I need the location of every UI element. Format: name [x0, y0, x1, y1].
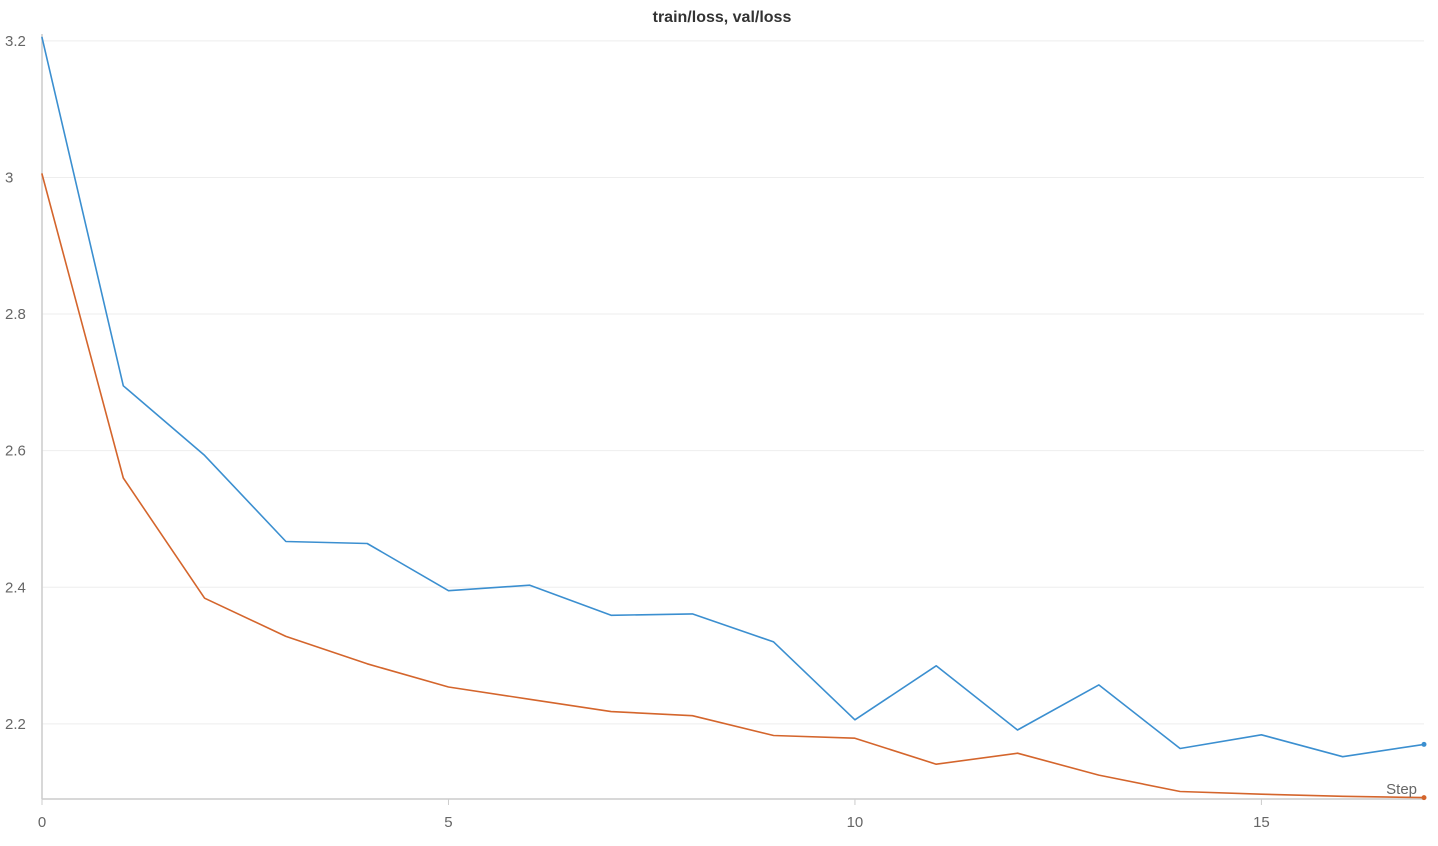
x-tick-label: 5 [444, 814, 452, 831]
axes: 2.2 2.4 2.6 2.8 3 3.2 0 5 10 15 [5, 33, 1424, 831]
series-endpoint-0 [1421, 741, 1427, 747]
x-tick-label: 15 [1253, 814, 1270, 831]
x-tick-label: 10 [847, 814, 864, 831]
y-tick-label: 2.4 [5, 579, 26, 596]
x-tick-label: 0 [38, 814, 46, 831]
y-tick-label: 2.6 [5, 443, 26, 460]
series-group [41, 36, 1427, 801]
gridlines [42, 40, 1424, 725]
series-line-0 [41, 36, 1425, 758]
y-tick-label: 3.2 [5, 33, 26, 50]
y-tick-label: 3 [5, 169, 13, 186]
chart-title: train/loss, val/loss [653, 9, 792, 26]
x-axis-title: Step [1386, 781, 1417, 798]
y-tick-label: 2.8 [5, 306, 26, 323]
series-endpoint-1 [1421, 795, 1427, 801]
series-line-1 [41, 173, 1425, 799]
y-tick-label: 2.2 [5, 716, 26, 733]
